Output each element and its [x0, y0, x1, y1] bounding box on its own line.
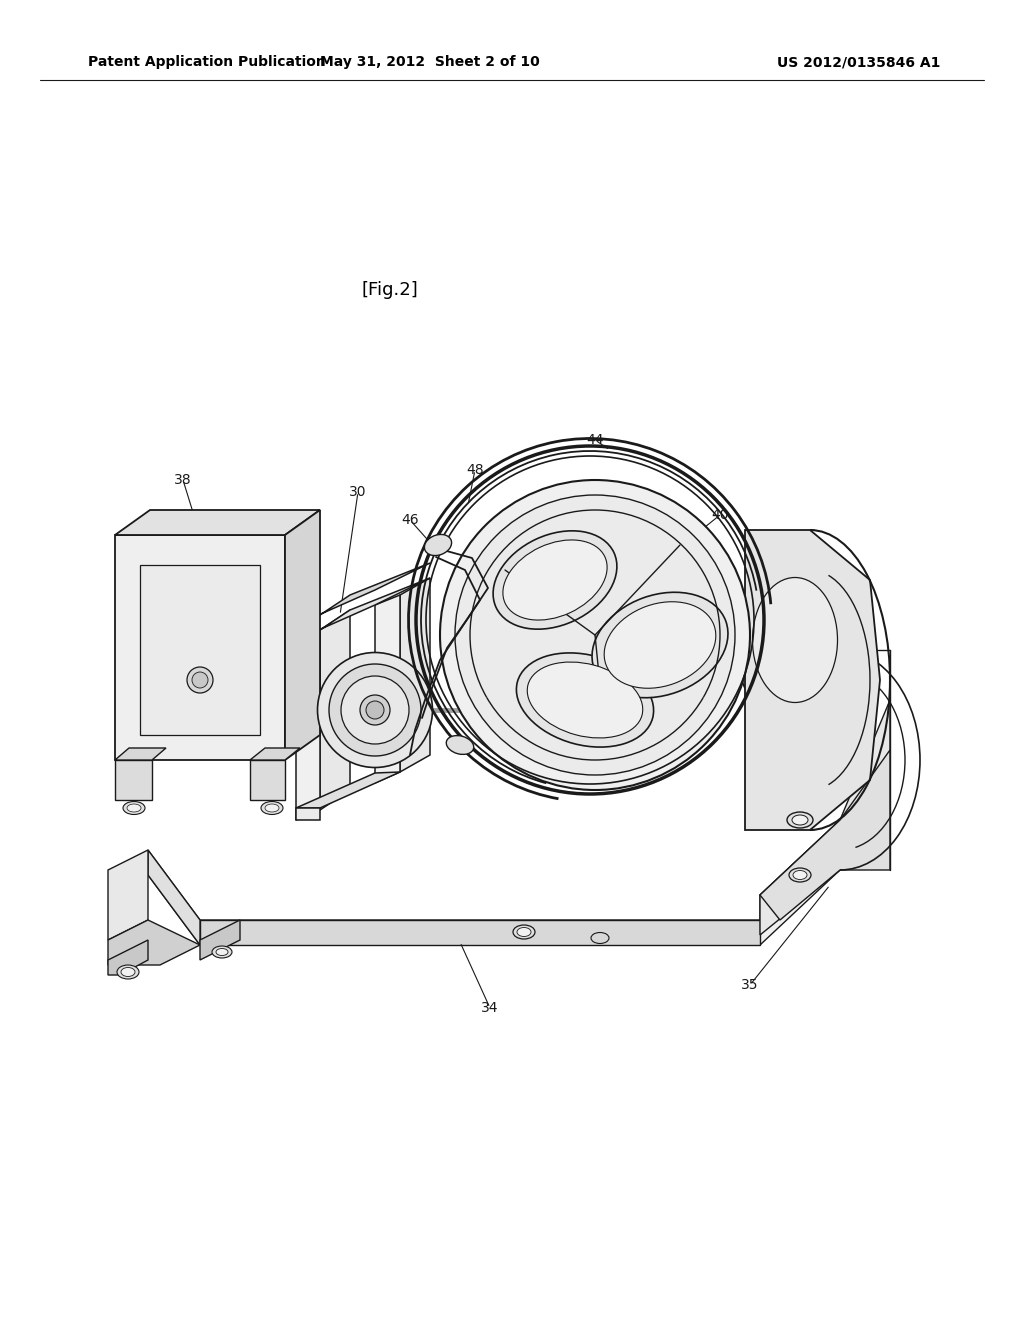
Polygon shape [115, 760, 152, 800]
Ellipse shape [455, 495, 735, 775]
Polygon shape [115, 510, 319, 535]
Ellipse shape [792, 814, 808, 825]
Text: 44: 44 [587, 433, 604, 447]
Ellipse shape [121, 968, 135, 977]
Text: 34: 34 [481, 1001, 499, 1015]
Ellipse shape [517, 928, 531, 936]
Polygon shape [760, 750, 890, 920]
Ellipse shape [117, 965, 139, 979]
Ellipse shape [503, 540, 607, 620]
Ellipse shape [341, 676, 409, 744]
Ellipse shape [366, 701, 384, 719]
Polygon shape [296, 564, 430, 624]
Ellipse shape [261, 801, 283, 814]
Ellipse shape [592, 593, 728, 698]
Ellipse shape [123, 801, 145, 814]
Ellipse shape [317, 652, 432, 767]
Text: May 31, 2012  Sheet 2 of 10: May 31, 2012 Sheet 2 of 10 [321, 55, 540, 69]
Polygon shape [148, 850, 200, 945]
Ellipse shape [446, 735, 474, 755]
Polygon shape [108, 940, 148, 975]
Polygon shape [148, 845, 840, 945]
Polygon shape [108, 920, 200, 965]
Ellipse shape [787, 812, 813, 828]
Polygon shape [115, 535, 285, 760]
Ellipse shape [212, 946, 232, 958]
Polygon shape [250, 760, 285, 800]
Text: 46: 46 [401, 513, 419, 527]
Polygon shape [296, 630, 319, 820]
Polygon shape [108, 850, 148, 940]
Ellipse shape [793, 870, 807, 879]
Ellipse shape [513, 925, 535, 939]
Polygon shape [140, 565, 260, 735]
Polygon shape [296, 772, 400, 808]
Ellipse shape [360, 696, 390, 725]
Text: [Fig.2]: [Fig.2] [361, 281, 419, 300]
Ellipse shape [424, 535, 452, 556]
Polygon shape [200, 920, 760, 945]
Ellipse shape [604, 602, 716, 688]
Polygon shape [400, 578, 430, 772]
Polygon shape [296, 808, 319, 820]
Text: Patent Application Publication: Patent Application Publication [88, 55, 326, 69]
Polygon shape [760, 700, 890, 935]
Ellipse shape [753, 578, 838, 702]
Ellipse shape [527, 663, 643, 738]
Ellipse shape [516, 653, 653, 747]
Ellipse shape [329, 664, 421, 756]
Text: US 2012/0135846 A1: US 2012/0135846 A1 [776, 55, 940, 69]
Polygon shape [296, 578, 430, 640]
Polygon shape [250, 748, 300, 760]
Ellipse shape [790, 869, 811, 882]
Ellipse shape [735, 553, 855, 727]
Ellipse shape [127, 804, 141, 812]
Polygon shape [319, 610, 350, 810]
Polygon shape [760, 820, 840, 920]
Polygon shape [200, 920, 240, 960]
Polygon shape [115, 748, 166, 760]
Ellipse shape [187, 667, 213, 693]
Polygon shape [375, 595, 400, 783]
Ellipse shape [494, 531, 616, 630]
Ellipse shape [440, 480, 750, 789]
Text: 48: 48 [466, 463, 483, 477]
Ellipse shape [193, 672, 208, 688]
Polygon shape [285, 510, 319, 760]
Text: 38: 38 [174, 473, 191, 487]
Ellipse shape [216, 949, 228, 956]
Polygon shape [745, 531, 880, 830]
Text: 40: 40 [712, 508, 729, 521]
Ellipse shape [265, 804, 279, 812]
Text: 35: 35 [741, 978, 759, 993]
Text: 30: 30 [349, 484, 367, 499]
